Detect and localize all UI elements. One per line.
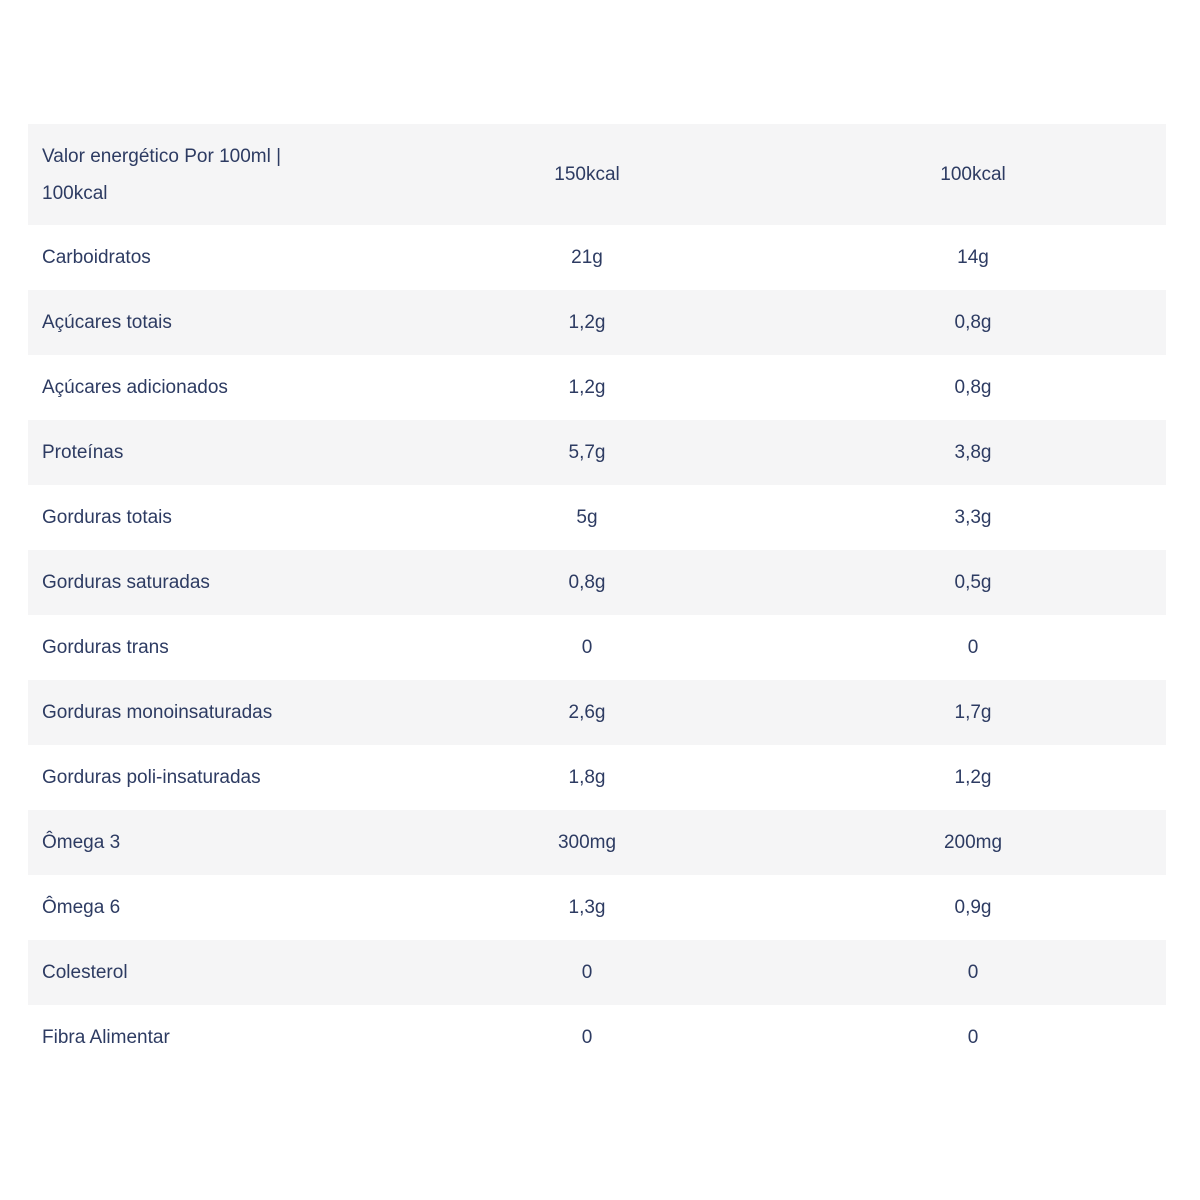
value-100kcal: 0,8g [954, 376, 992, 398]
row-label: Gorduras totais [42, 506, 172, 528]
value-150kcal: 0 [581, 636, 593, 658]
table-row: Colesterol 0 0 [28, 940, 1166, 1005]
header-col-150kcal: 150kcal [394, 124, 780, 225]
nutrition-table: Valor energético Por 100ml | 100kcal 150… [28, 124, 1166, 1070]
table-header-row: Valor energético Por 100ml | 100kcal 150… [28, 124, 1166, 225]
value-100kcal: 1,2g [954, 766, 992, 788]
value-100kcal: 1,7g [780, 680, 1166, 745]
header-col-100kcal: 100kcal [780, 124, 1166, 225]
table-row: Gorduras saturadas 0,8g 0,5g [28, 550, 1166, 615]
value-150kcal: 2,6g [394, 680, 780, 745]
row-label: Colesterol [28, 940, 394, 1005]
value-100kcal: 0 [967, 636, 979, 658]
table-row: Açúcares adicionados 1,2g 0,8g [28, 355, 1166, 420]
table-row: Proteínas 5,7g 3,8g [28, 420, 1166, 485]
value-150kcal: 0,8g [394, 550, 780, 615]
table-row: Gorduras poli-insaturadas 1,8g 1,2g [28, 745, 1166, 810]
row-label: Proteínas [28, 420, 394, 485]
value-100kcal: 200mg [780, 810, 1166, 875]
row-label: Ômega 6 [42, 896, 121, 918]
value-150kcal: 300mg [394, 810, 780, 875]
value-100kcal: 0 [967, 1026, 979, 1048]
value-150kcal: 1,2g [394, 290, 780, 355]
table-row: Gorduras trans 0 0 [28, 615, 1166, 680]
value-100kcal: 14g [957, 246, 989, 268]
value-100kcal: 3,3g [954, 506, 992, 528]
value-150kcal: 5g [576, 506, 598, 528]
header-label-cell: Valor energético Por 100ml | 100kcal [28, 124, 394, 225]
table-row: Gorduras totais 5g 3,3g [28, 485, 1166, 550]
value-100kcal: 0,5g [780, 550, 1166, 615]
value-150kcal: 21g [571, 246, 603, 268]
row-label: Carboidratos [42, 246, 151, 268]
row-label: Açúcares totais [28, 290, 394, 355]
value-150kcal: 0 [581, 1026, 593, 1048]
value-150kcal: 1,8g [568, 766, 606, 788]
row-label: Gorduras monoinsaturadas [28, 680, 394, 745]
row-label: Ômega 3 [28, 810, 394, 875]
row-label: Gorduras trans [42, 636, 169, 658]
value-150kcal: 5,7g [394, 420, 780, 485]
table-row: Fibra Alimentar 0 0 [28, 1005, 1166, 1070]
row-label: Fibra Alimentar [42, 1026, 170, 1048]
row-label: Gorduras saturadas [28, 550, 394, 615]
value-150kcal: 1,2g [568, 376, 606, 398]
value-150kcal: 0 [394, 940, 780, 1005]
row-label: Gorduras poli-insaturadas [42, 766, 261, 788]
value-100kcal: 0,9g [954, 896, 992, 918]
row-label: Açúcares adicionados [42, 376, 228, 398]
table-row: Ômega 3 300mg 200mg [28, 810, 1166, 875]
value-150kcal: 1,3g [568, 896, 606, 918]
value-100kcal: 0,8g [780, 290, 1166, 355]
header-label: Valor energético Por 100ml | 100kcal [42, 145, 282, 204]
table-row: Açúcares totais 1,2g 0,8g [28, 290, 1166, 355]
table-row: Carboidratos 21g 14g [28, 225, 1166, 290]
value-100kcal: 3,8g [780, 420, 1166, 485]
table-row: Ômega 6 1,3g 0,9g [28, 875, 1166, 940]
table-row: Gorduras monoinsaturadas 2,6g 1,7g [28, 680, 1166, 745]
value-100kcal: 0 [780, 940, 1166, 1005]
